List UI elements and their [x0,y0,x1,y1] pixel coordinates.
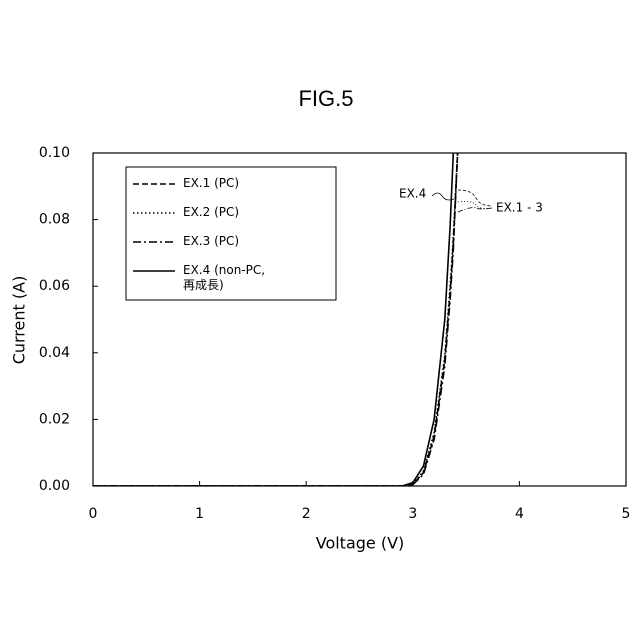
leader-line [458,208,492,213]
x-axis-label: Voltage (V) [316,534,405,553]
page: FIG.5 Voltage (V) Current (A) EX.4 EX.1 … [0,0,640,640]
y-tick-label: 0.00 [39,478,70,494]
x-tick-label: 4 [515,506,524,522]
x-tick-label: 0 [89,506,98,522]
legend-label: EX.4 (non-PC, 再成長) [183,263,265,293]
x-tick-label: 1 [195,506,204,522]
x-tick-label: 5 [622,506,631,522]
x-tick-label: 3 [408,506,417,522]
y-tick-label: 0.08 [39,212,70,228]
x-tick-label: 2 [302,506,311,522]
y-axis-label: Current (A) [10,276,29,365]
legend-label: EX.1 (PC) [183,176,239,191]
chart: FIG.5 Voltage (V) Current (A) EX.4 EX.1 … [0,0,640,640]
y-tick-label: 0.10 [39,145,70,161]
y-tick-label: 0.04 [39,345,70,361]
y-tick-label: 0.06 [39,278,70,294]
leader-line [458,190,492,206]
legend-label: EX.3 (PC) [183,234,239,249]
y-tick-label: 0.02 [39,411,70,427]
chart-title: FIG.5 [298,86,353,111]
legend-label: EX.2 (PC) [183,205,239,220]
annotation: EX.4 [399,187,426,201]
annotation: EX.1 - 3 [496,201,543,215]
